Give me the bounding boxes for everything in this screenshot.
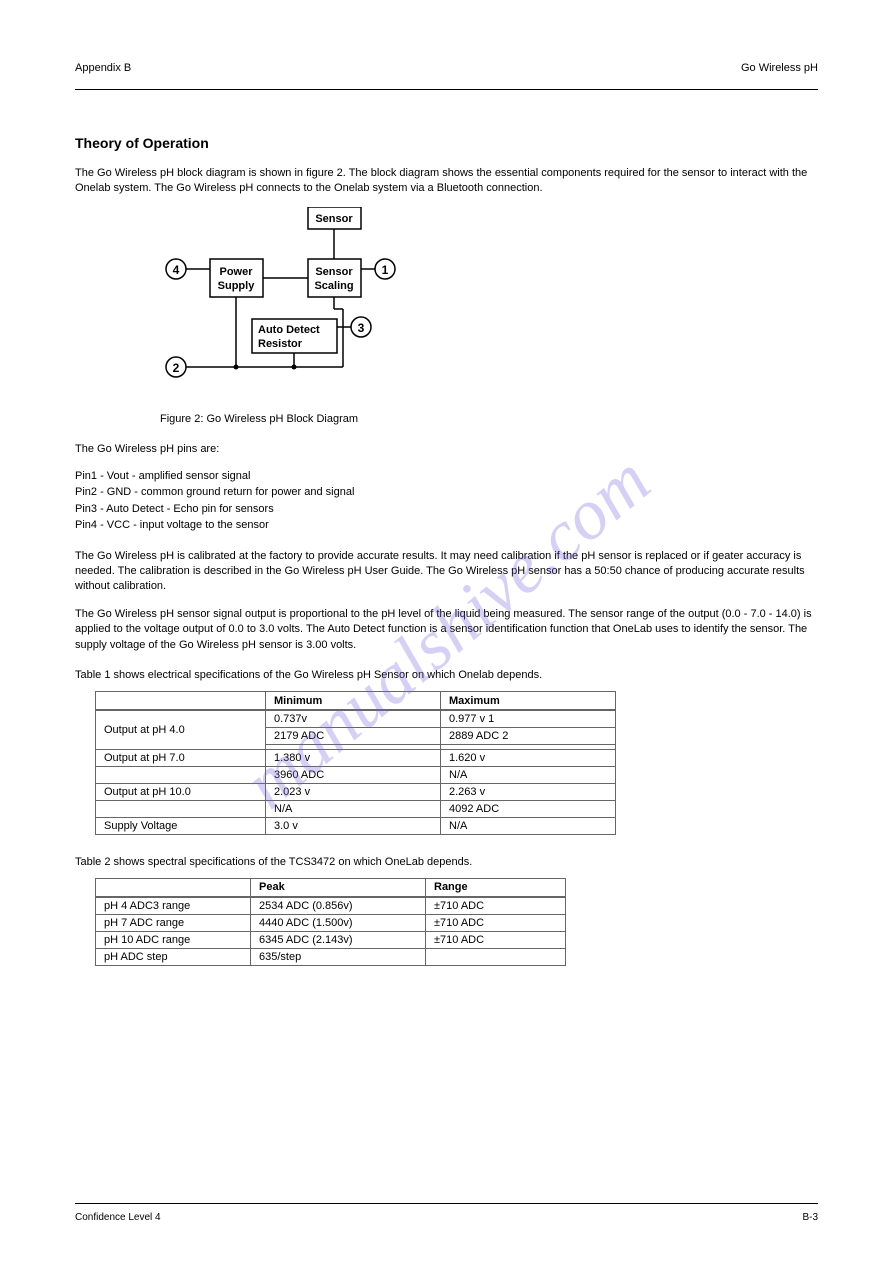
table-cell: Range bbox=[426, 879, 566, 897]
table-cell: pH ADC step bbox=[96, 948, 251, 965]
figure-caption: Figure 2: Go Wireless pH Block Diagram bbox=[160, 412, 818, 427]
footer-right-text: B-3 bbox=[802, 1212, 818, 1223]
table-cell: pH 4 ADC3 range bbox=[96, 897, 251, 915]
header-left-text: Appendix B bbox=[75, 62, 131, 74]
table-cell: ±710 ADC bbox=[426, 914, 566, 931]
table-cell bbox=[96, 879, 251, 897]
table-cell: Output at pH 4.0 bbox=[96, 710, 266, 750]
pin-intro: The Go Wireless pH pins are: bbox=[75, 442, 818, 457]
footer-divider: Confidence Level 4 B-3 bbox=[75, 1203, 818, 1212]
table-cell: 1.620 v bbox=[441, 749, 616, 766]
table-cell: 1.380 v bbox=[266, 749, 441, 766]
svg-text:Auto Detect: Auto Detect bbox=[258, 324, 320, 336]
table-cell: 0.977 v 1 bbox=[441, 710, 616, 728]
table-cell bbox=[96, 800, 266, 817]
pin-item: Pin1 - Vout - amplified sensor signal bbox=[75, 468, 818, 485]
header-right-text: Go Wireless pH bbox=[741, 62, 818, 74]
svg-text:4: 4 bbox=[173, 263, 180, 277]
svg-text:Sensor: Sensor bbox=[315, 266, 353, 278]
table-cell: 4092 ADC bbox=[441, 800, 616, 817]
table-cell: Maximum bbox=[441, 692, 616, 710]
spec-table-2: Peak Range pH 4 ADC3 range 2534 ADC (0.8… bbox=[95, 878, 566, 966]
table-cell: ±710 ADC bbox=[426, 897, 566, 915]
table-cell bbox=[96, 692, 266, 710]
footer-region: Confidence Level 4 B-3 bbox=[75, 1203, 818, 1223]
svg-text:Sensor: Sensor bbox=[315, 213, 353, 225]
table-cell: N/A bbox=[441, 766, 616, 783]
table-cell: pH 10 ADC range bbox=[96, 931, 251, 948]
pin-item: Pin2 - GND - common ground return for po… bbox=[75, 484, 818, 501]
section-title: Theory of Operation bbox=[75, 135, 818, 151]
spec-table-1: Minimum Maximum Output at pH 4.0 0.737v … bbox=[95, 691, 616, 835]
table-cell: 2.023 v bbox=[266, 783, 441, 800]
header-divider bbox=[75, 60, 818, 90]
table-cell: Supply Voltage bbox=[96, 817, 266, 834]
table-cell: Output at pH 10.0 bbox=[96, 783, 266, 800]
header-region: Appendix B Go Wireless pH bbox=[75, 60, 818, 90]
table-cell: 6345 ADC (2.143v) bbox=[251, 931, 426, 948]
block-diagram: Sensor Power Supply Sensor Scaling Auto … bbox=[160, 207, 818, 397]
table1-title: Table 1 shows electrical specifications … bbox=[75, 668, 818, 683]
table-cell: ±710 ADC bbox=[426, 931, 566, 948]
svg-text:Power: Power bbox=[219, 266, 253, 278]
footer-left-text: Confidence Level 4 bbox=[75, 1212, 161, 1223]
table-cell: N/A bbox=[441, 817, 616, 834]
table-cell bbox=[426, 948, 566, 965]
svg-text:2: 2 bbox=[173, 361, 180, 375]
table-cell: 635/step bbox=[251, 948, 426, 965]
table-cell bbox=[96, 766, 266, 783]
svg-text:Resistor: Resistor bbox=[258, 338, 303, 350]
table-cell: 2889 ADC 2 bbox=[441, 727, 616, 744]
paragraph-3: The Go Wireless pH sensor signal output … bbox=[75, 607, 818, 653]
pin-item: Pin4 - VCC - input voltage to the sensor bbox=[75, 517, 818, 534]
intro-paragraph: The Go Wireless pH block diagram is show… bbox=[75, 166, 818, 197]
svg-text:Scaling: Scaling bbox=[314, 280, 353, 292]
pin-item: Pin3 - Auto Detect - Echo pin for sensor… bbox=[75, 501, 818, 518]
table-cell: N/A bbox=[266, 800, 441, 817]
table-cell: 2.263 v bbox=[441, 783, 616, 800]
table2-title: Table 2 shows spectral specifications of… bbox=[75, 855, 818, 870]
table-cell: 3960 ADC bbox=[266, 766, 441, 783]
table-cell: 2534 ADC (0.856v) bbox=[251, 897, 426, 915]
page-container: manualshive.com Appendix B Go Wireless p… bbox=[0, 0, 893, 1263]
table-cell: Output at pH 7.0 bbox=[96, 749, 266, 766]
table-cell: 3.0 v bbox=[266, 817, 441, 834]
table-cell: 0.737v bbox=[266, 710, 441, 728]
svg-text:1: 1 bbox=[382, 263, 389, 277]
table-cell: 2179 ADC bbox=[266, 727, 441, 744]
svg-text:Supply: Supply bbox=[218, 280, 256, 292]
paragraph-2: The Go Wireless pH is calibrated at the … bbox=[75, 549, 818, 595]
table-cell: Peak bbox=[251, 879, 426, 897]
table-cell: pH 7 ADC range bbox=[96, 914, 251, 931]
table-cell: Minimum bbox=[266, 692, 441, 710]
table-cell: 4440 ADC (1.500v) bbox=[251, 914, 426, 931]
pin-list: Pin1 - Vout - amplified sensor signal Pi… bbox=[75, 468, 818, 534]
svg-text:3: 3 bbox=[358, 321, 365, 335]
